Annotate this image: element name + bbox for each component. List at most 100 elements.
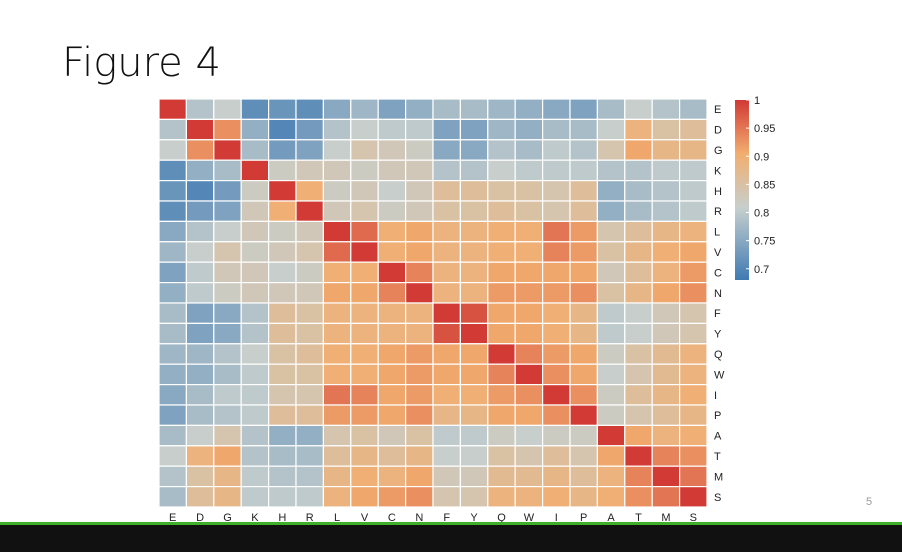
- heatmap-cell-I-M: [651, 384, 681, 406]
- heatmap-cell-C-F: [432, 261, 461, 284]
- legend-tick-label: 0.9: [754, 151, 769, 163]
- heatmap-cell-G-V: [350, 139, 379, 161]
- heatmap-cell-E-F: [432, 98, 461, 120]
- legend-color-bar: [735, 100, 749, 280]
- heatmap-cell-N-M: [651, 282, 681, 304]
- heatmap-cell-S-N: [405, 486, 434, 508]
- heatmap-cell-Y-T: [624, 322, 653, 345]
- heatmap-cell-F-V: [350, 302, 379, 324]
- heatmap-cell-R-P: [569, 200, 598, 222]
- heatmap-cell-S-E: [158, 486, 187, 508]
- heatmap-cell-E-E: [158, 98, 187, 120]
- heatmap-cell-K-E: [158, 159, 187, 182]
- heatmap-cell-L-T: [624, 220, 653, 243]
- heatmap-cell-S-A: [596, 486, 626, 508]
- heatmap-cell-N-Q: [487, 282, 516, 304]
- x-tick-label-T: T: [635, 512, 642, 524]
- heatmap-cell-C-W: [514, 261, 544, 284]
- heatmap-cell-I-K: [240, 384, 270, 406]
- heatmap-cell-T-R: [295, 445, 324, 467]
- heatmap-cell-H-C: [377, 180, 407, 202]
- heatmap-cell-Q-S: [678, 343, 708, 365]
- heatmap-cell-I-E: [158, 384, 187, 406]
- heatmap-cell-L-S: [678, 220, 708, 243]
- heatmap-cell-G-T: [624, 139, 653, 161]
- heatmap-cell-G-P: [569, 139, 598, 161]
- heatmap-cell-E-I: [541, 98, 571, 120]
- color-legend: 1 0.95 0.9 0.85 0.8 0.75 0.7: [735, 95, 775, 280]
- heatmap-cell-I-C: [377, 384, 407, 406]
- heatmap-cell-A-G: [213, 424, 242, 447]
- heatmap-cell-V-Q: [487, 241, 516, 263]
- heatmap-cell-T-I: [541, 445, 571, 467]
- heatmap-cell-I-F: [432, 384, 461, 406]
- heatmap-cell-K-N: [405, 159, 434, 182]
- heatmap-cell-F-K: [240, 302, 270, 324]
- heatmap-cell-G-N: [405, 139, 434, 161]
- heatmap-cell-K-Y: [459, 159, 489, 182]
- heatmap-cell-A-N: [405, 424, 434, 447]
- heatmap-cell-K-I: [541, 159, 571, 182]
- heatmap-cell-Q-H: [268, 343, 297, 365]
- heatmap-cell-D-S: [678, 118, 708, 141]
- heatmap-cell-K-K: [240, 159, 270, 182]
- heatmap-cell-F-G: [213, 302, 242, 324]
- heatmap-cell-E-K: [240, 98, 270, 120]
- heatmap-cell-I-I: [541, 384, 571, 406]
- y-tick-label-D: D: [714, 125, 722, 137]
- heatmap-cell-G-H: [268, 139, 297, 161]
- x-tick-label-D: D: [196, 512, 204, 524]
- heatmap-cell-F-Q: [487, 302, 516, 324]
- heatmap-cell-E-N: [405, 98, 434, 120]
- heatmap-cell-N-E: [158, 282, 187, 304]
- heatmap-cell-W-D: [185, 363, 215, 386]
- y-tick-label-Y: Y: [714, 329, 722, 341]
- x-tick-label-V: V: [361, 512, 369, 524]
- heatmap-cell-D-C: [377, 118, 407, 141]
- heatmap-cell-Q-C: [377, 343, 407, 365]
- heatmap-cell-Y-E: [158, 322, 187, 345]
- heatmap-cell-W-G: [213, 363, 242, 386]
- heatmap-cell-D-H: [268, 118, 297, 141]
- x-tick-label-W: W: [524, 512, 535, 524]
- heatmap-cell-E-P: [569, 98, 598, 120]
- heatmap-cell-Y-K: [240, 322, 270, 345]
- heatmap-cell-P-D: [185, 404, 215, 426]
- heatmap-cell-A-K: [240, 424, 270, 447]
- heatmap-cell-L-R: [295, 220, 324, 243]
- y-tick-label-V: V: [714, 247, 722, 259]
- y-tick-label-H: H: [714, 186, 722, 198]
- heatmap-cell-A-S: [678, 424, 708, 447]
- heatmap-cell-M-A: [596, 465, 626, 488]
- heatmap-cell-C-V: [350, 261, 379, 284]
- heatmap-cell-H-L: [322, 180, 352, 202]
- heatmap-cell-Y-V: [350, 322, 379, 345]
- heatmap-cell-A-W: [514, 424, 544, 447]
- heatmap-cell-G-F: [432, 139, 461, 161]
- heatmap-cell-F-A: [596, 302, 626, 324]
- heatmap-cell-S-M: [651, 486, 681, 508]
- heatmap-cell-L-V: [350, 220, 379, 243]
- heatmap-cell-E-A: [596, 98, 626, 120]
- heatmap-cell-K-G: [213, 159, 242, 182]
- heatmap-cell-V-V: [350, 241, 379, 263]
- heatmap-cell-N-S: [678, 282, 708, 304]
- heatmap-cell-S-R: [295, 486, 324, 508]
- heatmap-cell-M-V: [350, 465, 379, 488]
- heatmap-cell-A-D: [185, 424, 215, 447]
- heatmap-cell-S-T: [624, 486, 653, 508]
- heatmap-cell-L-G: [213, 220, 242, 243]
- heatmap-cell-C-E: [158, 261, 187, 284]
- heatmap-cell-K-D: [185, 159, 215, 182]
- heatmap-cell-Q-L: [322, 343, 352, 365]
- heatmap-cell-A-T: [624, 424, 653, 447]
- x-tick-label-L: L: [334, 512, 340, 524]
- heatmap-cell-Q-T: [624, 343, 653, 365]
- heatmap-cell-G-Y: [459, 139, 489, 161]
- heatmap-cell-R-I: [541, 200, 571, 222]
- heatmap-cell-Y-D: [185, 322, 215, 345]
- heatmap-cell-K-V: [350, 159, 379, 182]
- heatmap-cell-Y-C: [377, 322, 407, 345]
- heatmap-cell-Y-L: [322, 322, 352, 345]
- heatmap-cell-W-C: [377, 363, 407, 386]
